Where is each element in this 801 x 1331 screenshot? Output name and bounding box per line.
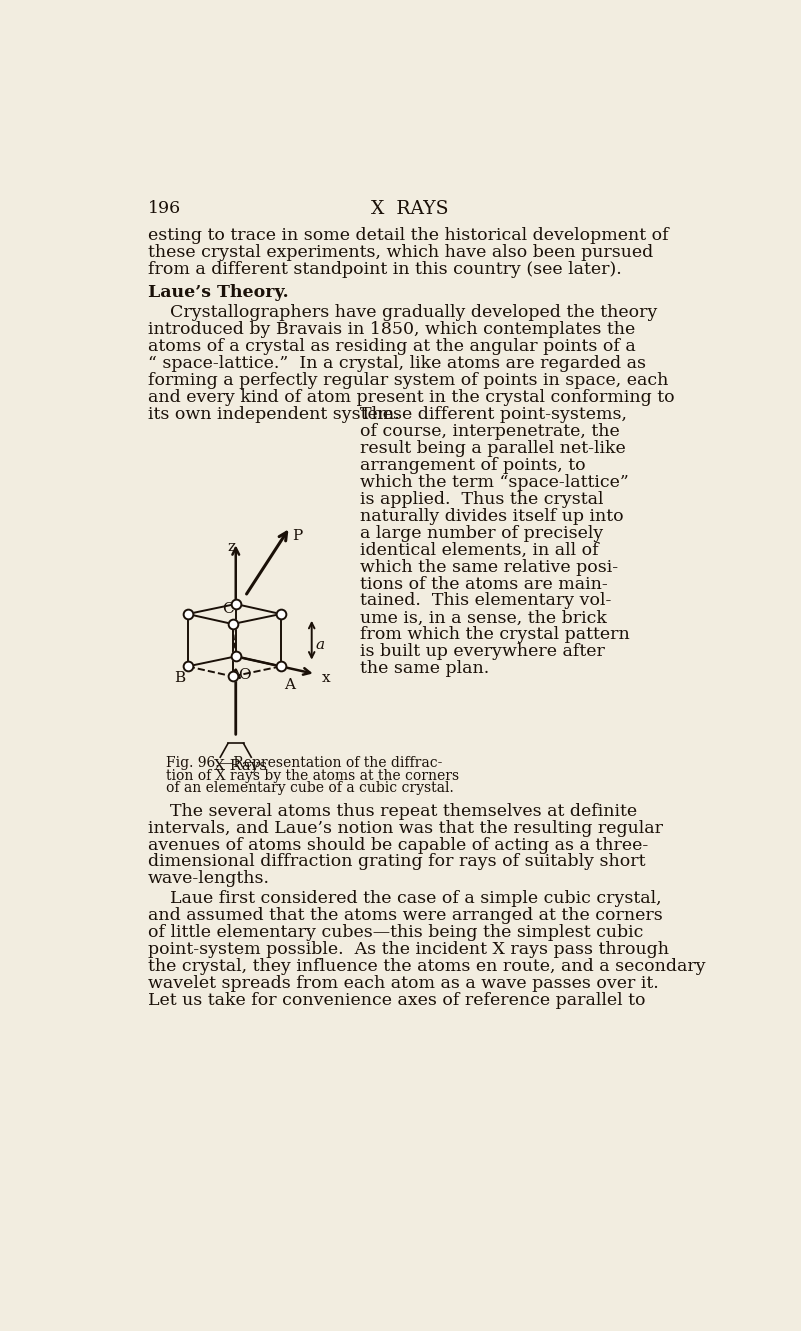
Text: from a different standpoint in this country (see later).: from a different standpoint in this coun… (148, 261, 622, 278)
Text: the same plan.: the same plan. (360, 660, 489, 677)
Text: from which the crystal pattern: from which the crystal pattern (360, 627, 630, 643)
Text: ume is, in a sense, the brick: ume is, in a sense, the brick (360, 610, 606, 627)
Text: identical elements, in all of: identical elements, in all of (360, 542, 598, 559)
Text: and every kind of atom present in the crystal conforming to: and every kind of atom present in the cr… (148, 389, 674, 406)
Text: is built up everywhere after: is built up everywhere after (360, 643, 605, 660)
Text: C: C (222, 603, 233, 616)
Text: X Rays: X Rays (214, 759, 267, 773)
Text: introduced by Bravais in 1850, which contemplates the: introduced by Bravais in 1850, which con… (148, 321, 635, 338)
Text: tained.  This elementary vol-: tained. This elementary vol- (360, 592, 611, 610)
Text: a: a (316, 638, 324, 652)
Text: tions of the atoms are main-: tions of the atoms are main- (360, 575, 607, 592)
Text: is applied.  Thus the crystal: is applied. Thus the crystal (360, 491, 603, 508)
Text: dimensional diffraction grating for rays of suitably short: dimensional diffraction grating for rays… (148, 853, 646, 870)
Text: which the same relative posi-: which the same relative posi- (360, 559, 618, 575)
Text: a large number of precisely: a large number of precisely (360, 524, 603, 542)
Text: tion of X rays by the atoms at the corners: tion of X rays by the atoms at the corne… (166, 769, 459, 783)
Text: wave-lengths.: wave-lengths. (148, 870, 270, 888)
Text: “ space-lattice.”  In a crystal, like atoms are regarded as: “ space-lattice.” In a crystal, like ato… (148, 355, 646, 373)
Text: Fig. 96.—Representation of the diffrac-: Fig. 96.—Representation of the diffrac- (166, 756, 442, 771)
Text: these crystal experiments, which have also been pursued: these crystal experiments, which have al… (148, 245, 654, 261)
Text: Crystallographers have gradually developed the theory: Crystallographers have gradually develop… (148, 305, 658, 322)
Text: These different point-systems,: These different point-systems, (360, 406, 626, 423)
Text: and assumed that the atoms were arranged at the corners: and assumed that the atoms were arranged… (148, 908, 663, 925)
Text: which the term “space-lattice”: which the term “space-lattice” (360, 474, 629, 491)
Text: point-system possible.  As the incident X rays pass through: point-system possible. As the incident X… (148, 941, 669, 958)
Text: of an elementary cube of a cubic crystal.: of an elementary cube of a cubic crystal… (166, 781, 453, 795)
Text: arrangement of points, to: arrangement of points, to (360, 457, 586, 474)
Text: of course, interpenetrate, the: of course, interpenetrate, the (360, 423, 619, 441)
Text: The several atoms thus repeat themselves at definite: The several atoms thus repeat themselves… (148, 803, 638, 820)
Text: avenues of atoms should be capable of acting as a three-: avenues of atoms should be capable of ac… (148, 837, 649, 853)
Text: Laue first considered the case of a simple cubic crystal,: Laue first considered the case of a simp… (148, 890, 662, 908)
Text: the crystal, they influence the atoms en route, and a secondary: the crystal, they influence the atoms en… (148, 958, 706, 976)
Text: its own independent system.: its own independent system. (148, 406, 400, 423)
Text: esting to trace in some detail the historical development of: esting to trace in some detail the histo… (148, 228, 669, 245)
Text: Laue’s Theory.: Laue’s Theory. (148, 285, 289, 301)
Text: forming a perfectly regular system of points in space, each: forming a perfectly regular system of po… (148, 373, 669, 389)
Text: X  RAYS: X RAYS (372, 200, 449, 218)
Text: x: x (322, 671, 330, 685)
Text: z: z (227, 540, 235, 554)
Text: naturally divides itself up into: naturally divides itself up into (360, 507, 623, 524)
Text: Let us take for convenience axes of reference parallel to: Let us take for convenience axes of refe… (148, 992, 646, 1009)
Text: O: O (238, 668, 251, 681)
Text: result being a parallel net-like: result being a parallel net-like (360, 441, 626, 457)
Text: 196: 196 (148, 200, 181, 217)
Text: wavelet spreads from each atom as a wave passes over it.: wavelet spreads from each atom as a wave… (148, 976, 659, 992)
Text: of little elementary cubes—this being the simplest cubic: of little elementary cubes—this being th… (148, 924, 643, 941)
Text: intervals, and Laue’s notion was that the resulting regular: intervals, and Laue’s notion was that th… (148, 820, 663, 837)
Text: A: A (284, 677, 295, 692)
Text: atoms of a crystal as residing at the angular points of a: atoms of a crystal as residing at the an… (148, 338, 636, 355)
Text: P: P (292, 528, 303, 543)
Text: B: B (175, 671, 186, 685)
